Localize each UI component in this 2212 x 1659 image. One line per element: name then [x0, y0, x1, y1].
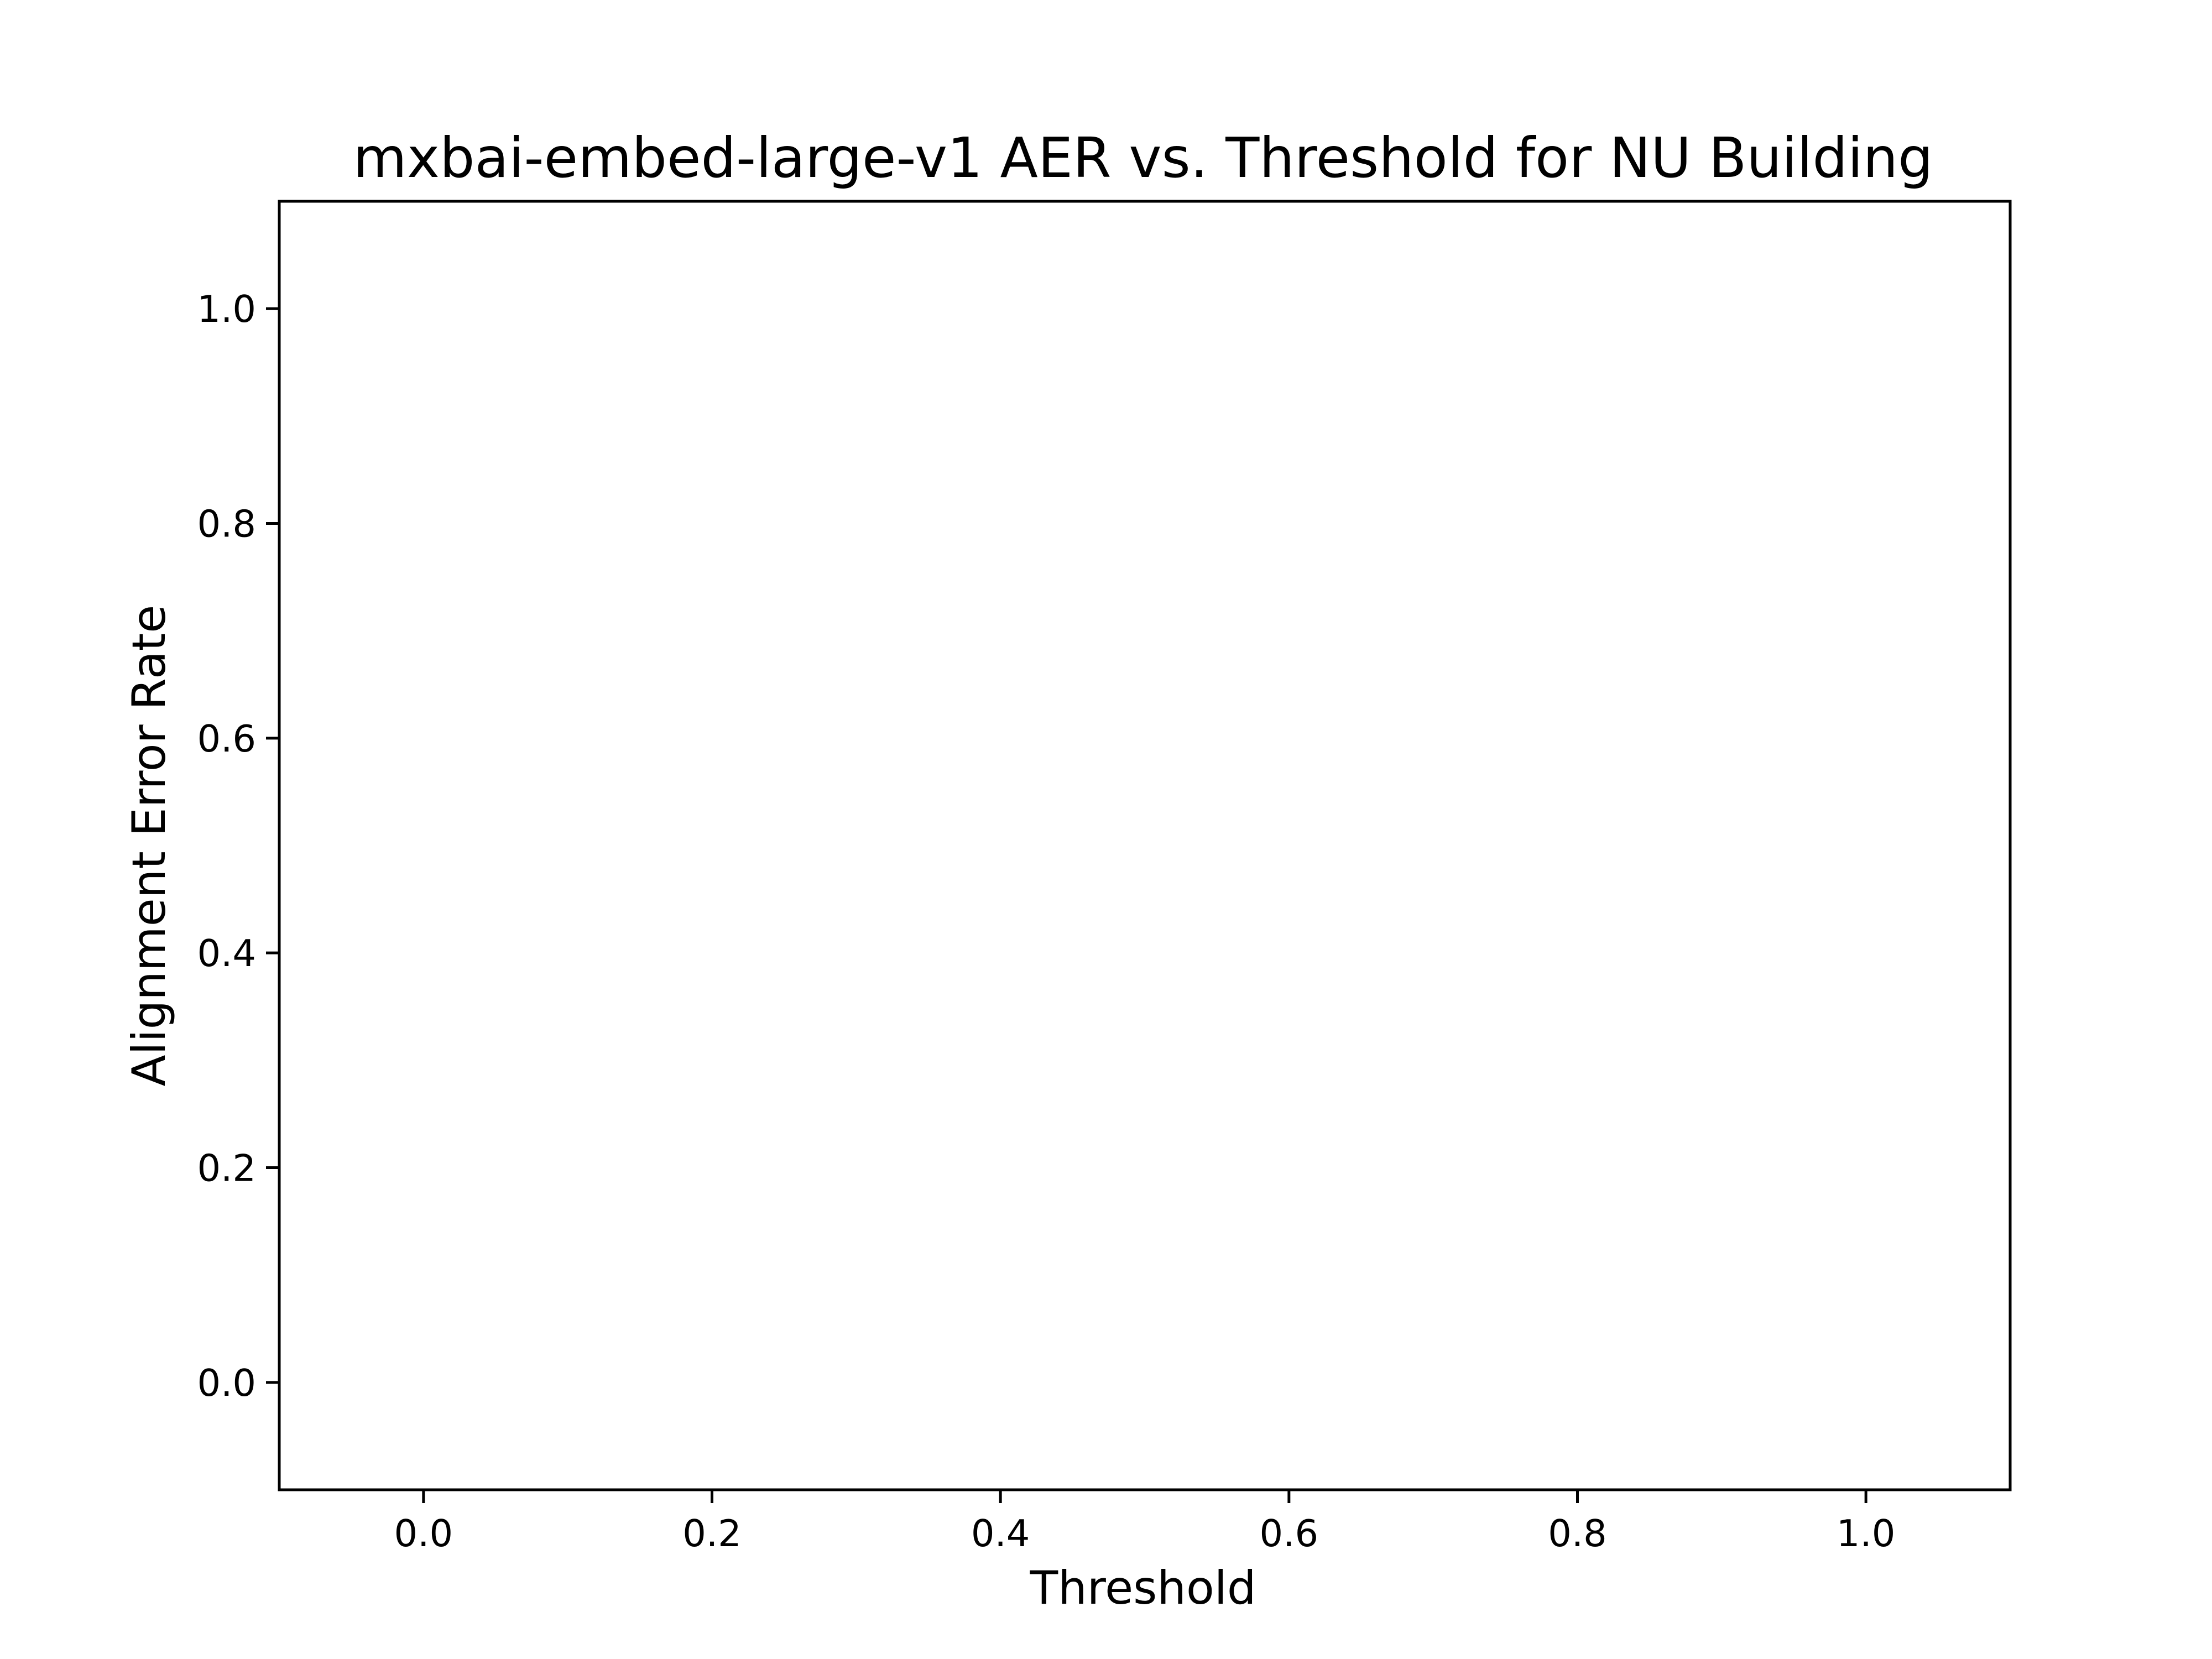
x-tick-label: 1.0: [1837, 1512, 1896, 1555]
x-tick-label: 0.4: [971, 1512, 1030, 1555]
x-tick-label: 0.0: [394, 1512, 453, 1555]
plot-area: [278, 200, 2012, 1491]
x-tick-label: 0.6: [1260, 1512, 1319, 1555]
y-tick-label: 0.4: [197, 932, 256, 975]
x-tick-label: 0.2: [682, 1512, 742, 1555]
y-axis-label: Alignment Error Rate: [122, 605, 176, 1087]
y-tick-label: 0.6: [197, 717, 256, 760]
x-axis-label: Threshold: [1029, 1561, 1256, 1615]
y-tick-label: 0.2: [197, 1147, 256, 1190]
y-axis: 0.0 0.2 0.4 0.6 0.8 1.0: [197, 288, 279, 1405]
x-tick-label: 0.8: [1548, 1512, 1607, 1555]
y-tick-label: 0.0: [197, 1361, 256, 1405]
y-tick-label: 1.0: [197, 288, 256, 331]
x-axis: 0.0 0.2 0.4 0.6 0.8 1.0: [394, 1490, 1896, 1555]
chart-title: mxbai-embed-large-v1 AER vs. Threshold f…: [353, 126, 1933, 190]
y-tick-label: 0.8: [197, 503, 256, 546]
